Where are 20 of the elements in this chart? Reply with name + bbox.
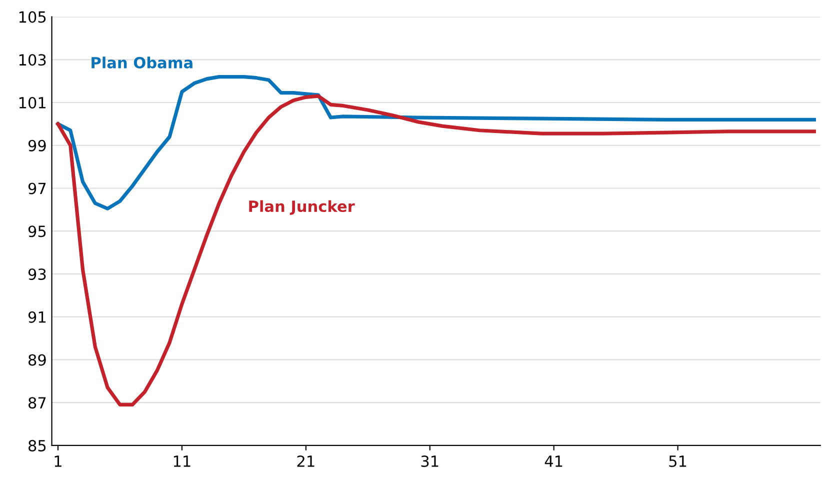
y-tick-label: 103	[19, 54, 46, 66]
y-tick-label: 95	[28, 226, 46, 238]
x-tick-label: 41	[544, 456, 562, 467]
x-tick-label: 11	[174, 456, 190, 467]
y-tick-label: 105	[19, 11, 46, 23]
y-tick-label: 91	[28, 311, 46, 323]
y-tick-label: 101	[19, 96, 46, 109]
x-tick-label: 51	[669, 456, 686, 468]
y-tick-label: 97	[28, 182, 46, 194]
y-tick-label: 99	[28, 140, 46, 152]
series-label: Plan Obama	[92, 56, 192, 68]
y-tick-label: 87	[28, 397, 46, 409]
line-series	[56, 94, 816, 407]
y-tick-label: 85	[28, 440, 46, 452]
x-tick-label: 1	[54, 456, 62, 467]
y-tick-label: 93	[28, 268, 46, 280]
series-label: Plan Juncker	[249, 200, 355, 215]
x-tick-label: 31	[421, 455, 438, 468]
y-tick-label: 89	[28, 354, 46, 366]
x-tick-label: 21	[297, 455, 314, 467]
